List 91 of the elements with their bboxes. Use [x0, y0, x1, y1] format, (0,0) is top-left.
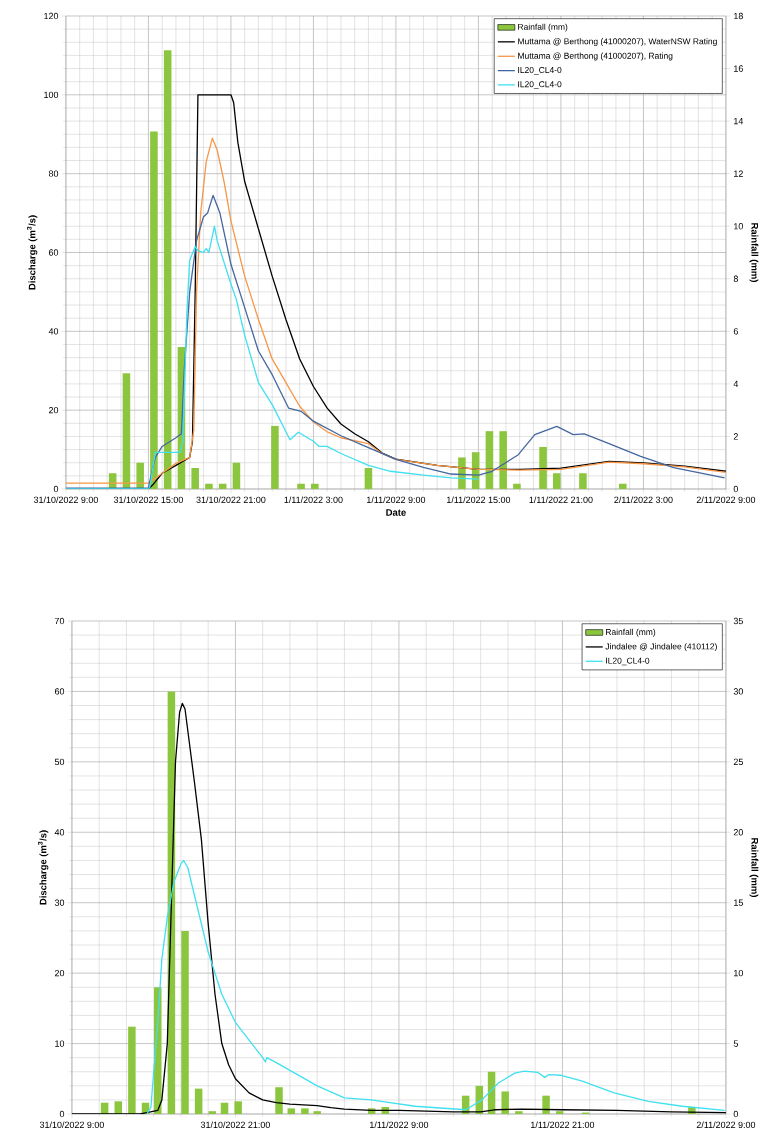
bar	[271, 425, 279, 489]
y-tick-label: 60	[55, 688, 65, 695]
y2-tick-label: 12	[734, 170, 743, 177]
x-tick-label: 1/11/2022 3:00	[284, 496, 343, 504]
y2-tick-label: 15	[734, 899, 743, 906]
bar	[232, 462, 241, 489]
y2-tick-label: 20	[733, 829, 744, 836]
x-tick-label: 31/10/2022 9:00	[39, 1121, 105, 1129]
x-tick-label: 2/11/2022 9:00	[696, 496, 756, 504]
y-tick-label: 10	[55, 1040, 65, 1047]
x-tick-label: 1/11/2022 21:00	[529, 496, 593, 504]
bar	[194, 1088, 203, 1114]
bar	[364, 467, 373, 489]
legend-label: IL20_CL4-0	[518, 81, 562, 89]
bar	[122, 373, 131, 489]
y2-tick-label: 10	[734, 969, 744, 977]
y2-tick-label: 18	[734, 12, 743, 20]
y2-tick-label: 30	[733, 688, 744, 695]
legend-label: IL20_CL4-0	[518, 67, 562, 75]
x-tick-label: 2/11/2022 9:00	[696, 1121, 756, 1129]
y2-tick-label: 25	[733, 758, 743, 766]
bar	[150, 131, 158, 489]
line-series	[65, 225, 480, 489]
y2-tick-label: 6	[733, 328, 738, 335]
legend-label: Muttama @ Berthong (41000207), Rating	[518, 52, 673, 61]
legend-label: Muttama @ Berthong (41000207), WaterNSW Rating	[518, 38, 717, 46]
y-tick-label: 120	[44, 12, 59, 20]
bar	[513, 483, 521, 489]
y2-tick-label: 10	[734, 223, 744, 230]
y2-tick-label: 8	[733, 275, 738, 282]
legend-label: Jindalee @ Jindalee (410112)	[605, 643, 717, 652]
legend-label: IL20_CL4-0	[606, 657, 650, 666]
y-axis-title: Discharge (m$^{3}$/s)	[37, 830, 49, 905]
x-tick-label: 31/10/2022 15:00	[113, 496, 183, 504]
bar	[234, 1101, 242, 1114]
x-tick-label: 31/10/2022 9:00	[33, 496, 99, 504]
bar	[181, 930, 189, 1114]
x-tick-label: 31/10/2022 21:00	[200, 1121, 270, 1129]
bar	[275, 1087, 283, 1114]
y-tick-label: 80	[48, 170, 59, 177]
x-tick-label: 1/11/2022 21:00	[531, 1121, 595, 1129]
bar	[539, 446, 547, 489]
y-tick-label: 40	[48, 328, 59, 335]
y-tick-label: 20	[49, 406, 59, 414]
bar	[208, 1111, 217, 1114]
bar	[128, 1026, 136, 1114]
bar	[501, 1091, 509, 1114]
bar	[311, 483, 319, 489]
x-axis-title: Date	[386, 509, 406, 516]
y2-tick-label: 14	[734, 118, 744, 125]
y-tick-label: 60	[49, 249, 59, 256]
y2-tick-label: 16	[734, 65, 743, 72]
x-tick-label: 1/11/2022 9:00	[367, 496, 426, 504]
bar	[499, 431, 507, 489]
bar	[205, 483, 213, 489]
y-tick-label: 30	[54, 899, 65, 906]
bar	[287, 1108, 296, 1114]
bar	[313, 1111, 321, 1114]
bar	[163, 50, 172, 489]
y-tick-label: 0	[53, 485, 59, 493]
x-tick-label: 2/11/2022 3:00	[614, 496, 673, 504]
y-tick-label: 20	[55, 969, 65, 977]
y2-tick-label: 4	[733, 380, 739, 387]
bar	[619, 483, 627, 489]
y-tick-label: 100	[44, 91, 59, 99]
y2-axis-title: Rainfall (mm)	[749, 838, 759, 897]
y-tick-label: 0	[59, 1110, 65, 1118]
y-tick-label: 70	[55, 617, 65, 625]
x-tick-label: 1/11/2022 9:00	[370, 1121, 429, 1129]
y2-tick-label: 5	[733, 1040, 739, 1047]
legend-label: Rainfall (mm)	[518, 23, 568, 32]
y-axis-title: Discharge (m$^{3}$/s)	[26, 215, 38, 290]
y2-tick-label: 0	[733, 485, 739, 493]
y-tick-label: 40	[54, 829, 65, 836]
x-tick-label: 1/11/2022 15:00	[447, 496, 511, 504]
y2-axis-title: Rainfall (mm)	[749, 223, 759, 282]
y-tick-label: 50	[54, 758, 65, 766]
y2-tick-label: 35	[733, 617, 743, 625]
bar	[297, 483, 305, 489]
y2-tick-label: 2	[733, 433, 738, 440]
bar	[579, 473, 587, 489]
bar	[301, 1108, 309, 1114]
bar	[555, 1111, 564, 1114]
bar	[220, 1102, 229, 1114]
legend-label: Rainfall (mm)	[606, 628, 656, 637]
bar	[553, 473, 561, 489]
y2-tick-label: 0	[733, 1110, 739, 1118]
bar	[542, 1095, 550, 1114]
bar	[515, 1111, 523, 1114]
bar	[191, 467, 199, 489]
x-tick-label: 31/10/2022 21:00	[196, 496, 266, 504]
